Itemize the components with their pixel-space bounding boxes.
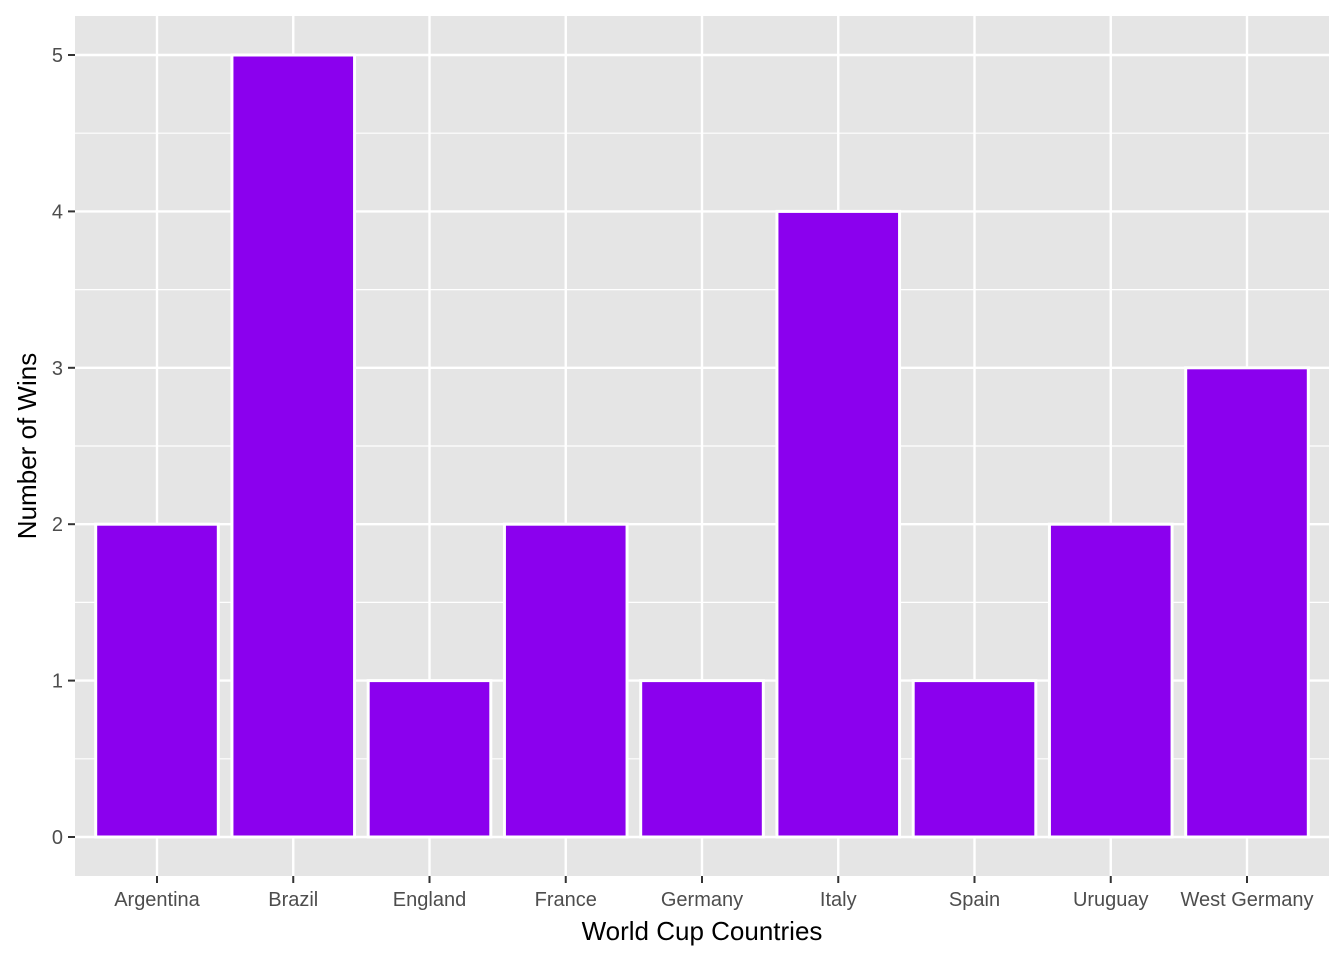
bar-brazil (230, 53, 357, 839)
y-tick-label: 4 (52, 201, 63, 223)
x-tick-label: Brazil (268, 889, 318, 911)
bars (94, 53, 1310, 839)
bar-argentina (94, 522, 220, 839)
x-tick-label: West Germany (1181, 889, 1314, 911)
bar-england (366, 679, 493, 839)
y-tick-label: 1 (52, 671, 63, 693)
x-tick-label: Uruguay (1073, 889, 1149, 911)
x-tick-label: Italy (820, 889, 857, 911)
bar-spain (911, 679, 1038, 839)
x-axis-title: World Cup Countries (582, 916, 823, 946)
bar-france (502, 522, 629, 839)
bar-uruguay (1047, 522, 1174, 839)
bar-west-germany (1184, 366, 1310, 839)
y-tick-label: 5 (52, 45, 63, 67)
y-axis-title: Number of Wins (12, 353, 42, 539)
x-tick-label: Spain (949, 889, 1000, 911)
bar-germany (639, 679, 765, 839)
x-tick-label: Germany (661, 889, 743, 911)
x-tick-label: France (535, 889, 597, 911)
y-axis: 0 1 2 3 4 5 (52, 45, 75, 849)
y-tick-label: 0 (52, 827, 63, 849)
x-axis: Argentina Brazil England France Germany Italy… (114, 876, 1314, 911)
y-tick-label: 3 (52, 358, 63, 380)
x-tick-label: Argentina (114, 889, 200, 911)
x-tick-label: England (393, 889, 466, 911)
bar-italy (775, 209, 902, 839)
y-tick-label: 2 (52, 514, 63, 536)
